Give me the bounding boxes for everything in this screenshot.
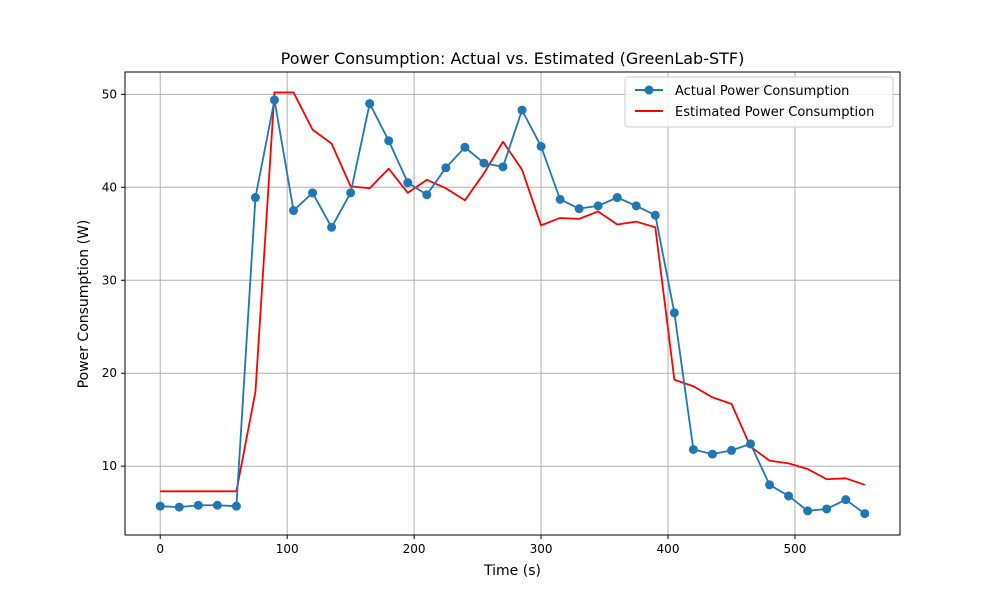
estimated-power-consumption-line — [160, 91, 866, 493]
y-tick-label: 50 — [102, 87, 117, 101]
actual-power-consumption-point — [650, 210, 660, 220]
x-tick-label: 500 — [783, 542, 806, 556]
actual-power-consumption-point — [346, 188, 356, 198]
actual-power-consumption-point — [460, 142, 470, 152]
y-tick-label: 30 — [102, 273, 117, 287]
actual-power-consumption-point — [574, 204, 584, 214]
actual-power-consumption-point — [174, 502, 184, 512]
actual-power-consumption-point — [155, 501, 165, 511]
actual-power-consumption-point — [231, 501, 241, 511]
actual-power-consumption-point — [555, 194, 565, 204]
actual-power-consumption-point — [212, 500, 222, 510]
x-tick-label: 100 — [276, 542, 299, 556]
actual-power-consumption-point — [193, 500, 203, 510]
actual-power-consumption-point — [384, 136, 394, 146]
legend-actual-label: Actual Power Consumption — [675, 84, 849, 99]
actual-power-consumption-point — [612, 193, 622, 203]
actual-power-consumption-point — [250, 193, 260, 203]
legend-box — [624, 76, 894, 128]
actual-power-consumption-point — [822, 504, 832, 514]
actual-power-consumption-point — [803, 506, 813, 516]
legend-actual-marker — [644, 85, 654, 95]
y-tick-label: 20 — [102, 366, 117, 380]
chart-title: Power Consumption: Actual vs. Estimated … — [281, 49, 745, 68]
actual-power-consumption-point — [536, 141, 546, 151]
legend: Actual Power Consumption Estimated Power… — [624, 76, 894, 128]
actual-power-consumption-point — [631, 201, 641, 211]
actual-power-consumption-point — [517, 105, 527, 115]
actual-power-consumption-point — [422, 190, 432, 200]
legend-estimated-label: Estimated Power Consumption — [675, 105, 874, 120]
x-tick-label: 400 — [657, 542, 680, 556]
actual-power-consumption-point — [308, 188, 318, 198]
actual-power-consumption-point — [784, 491, 794, 501]
x-tick-label: 200 — [403, 542, 426, 556]
y-tick-label: 10 — [102, 459, 117, 473]
y-axis-label: Power Consumption (W) — [76, 220, 92, 389]
actual-power-consumption-point — [765, 480, 775, 490]
actual-power-consumption-point — [403, 178, 413, 188]
x-tick-label: 0 — [156, 542, 164, 556]
x-axis-label: Time (s) — [483, 563, 541, 579]
actual-power-consumption-point — [841, 495, 851, 505]
actual-power-consumption-point — [593, 201, 603, 211]
actual-power-consumption-point — [441, 163, 451, 173]
actual-power-consumption-point — [726, 445, 736, 455]
axis-ticks: 0 100 200 300 400 500 10 20 30 40 50 — [102, 87, 807, 556]
series-layer — [155, 91, 870, 519]
actual-power-consumption-point — [669, 308, 679, 318]
actual-power-consumption-point — [860, 509, 870, 519]
actual-power-consumption-point — [327, 222, 337, 232]
actual-power-consumption-point — [746, 439, 756, 449]
actual-power-consumption-point — [707, 449, 717, 459]
actual-power-consumption-point — [688, 444, 698, 454]
plot-frame — [124, 71, 901, 536]
x-tick-label: 300 — [530, 542, 553, 556]
actual-power-consumption-point — [365, 99, 375, 109]
actual-power-consumption-point — [479, 158, 489, 168]
y-tick-label: 40 — [102, 180, 117, 194]
actual-power-consumption-point — [498, 162, 508, 172]
actual-power-consumption-point — [269, 95, 279, 105]
actual-power-consumption-point — [289, 206, 299, 216]
